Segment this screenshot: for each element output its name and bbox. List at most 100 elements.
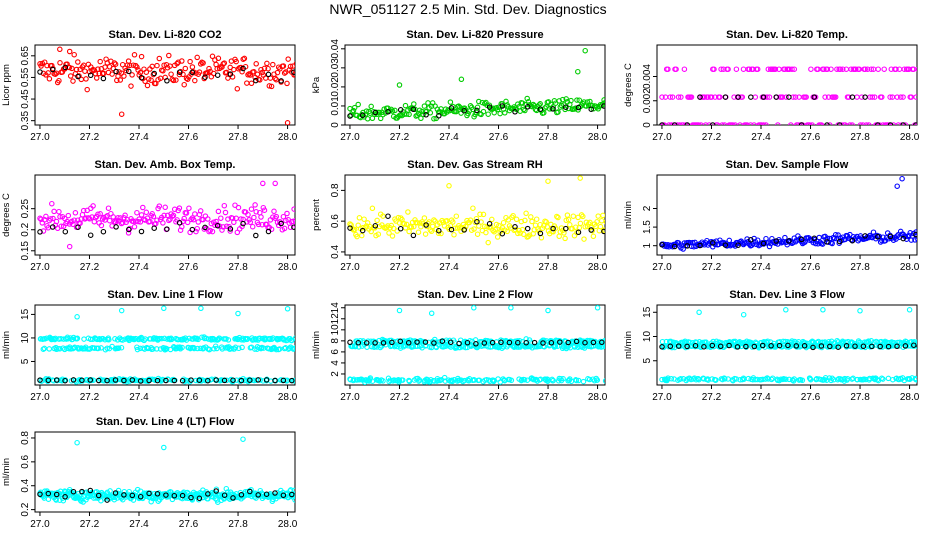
data-point <box>631 378 635 382</box>
data-point <box>719 219 723 223</box>
data-point <box>72 53 76 57</box>
data-point <box>663 210 667 214</box>
data-point <box>236 205 240 209</box>
data-point <box>743 224 747 228</box>
data-point <box>335 378 339 382</box>
data-point <box>448 66 452 70</box>
data-point <box>339 380 343 384</box>
data-point <box>759 87 763 91</box>
data-point <box>433 70 437 74</box>
data-point <box>720 220 724 224</box>
data-point <box>495 70 499 74</box>
data-point <box>842 78 846 82</box>
data-point <box>607 106 611 110</box>
data-point <box>927 123 931 127</box>
data-point <box>259 215 263 219</box>
data-point <box>508 77 512 81</box>
data-point <box>614 228 618 232</box>
data-point <box>635 345 639 349</box>
data-point <box>305 224 309 228</box>
data-point <box>311 57 315 61</box>
data-point <box>373 70 377 74</box>
data-point <box>630 377 634 381</box>
data-point <box>825 221 829 225</box>
data-point <box>694 224 698 228</box>
data-point <box>490 217 494 221</box>
data-point <box>120 308 124 312</box>
data-point <box>298 337 302 341</box>
data-point <box>526 226 530 230</box>
data-point <box>306 345 310 349</box>
data-point <box>320 377 324 381</box>
data-point <box>578 176 582 180</box>
data-point <box>195 55 199 59</box>
data-point <box>306 75 310 79</box>
data-point <box>812 229 816 233</box>
y-tick-label: 5 <box>642 358 653 364</box>
data-point <box>689 106 693 110</box>
data-point <box>689 221 693 225</box>
data-point <box>644 377 648 381</box>
x-tick-label: 27.2 <box>702 132 722 143</box>
data-point <box>836 80 840 84</box>
data-point <box>411 211 415 215</box>
data-point <box>314 63 318 67</box>
data-point <box>418 78 422 82</box>
data-point <box>285 81 289 85</box>
data-point <box>106 206 110 210</box>
data-point <box>297 76 301 80</box>
data-point <box>302 347 306 351</box>
data-point <box>302 336 306 340</box>
data-point <box>404 81 408 85</box>
data-point <box>188 59 192 63</box>
data-point <box>372 212 376 216</box>
data-point <box>796 216 800 220</box>
data-point <box>808 226 812 230</box>
x-tick-label: 27.2 <box>702 262 722 273</box>
data-point <box>405 60 409 64</box>
data-point <box>692 222 696 226</box>
data-point <box>615 219 619 223</box>
data-point <box>399 72 403 76</box>
data-point <box>507 205 511 209</box>
data-point <box>301 74 305 78</box>
data-point <box>800 226 804 230</box>
data-point <box>114 69 118 73</box>
y-tick-label: 2 <box>330 371 341 377</box>
data-point <box>321 209 325 213</box>
data-point <box>809 88 813 92</box>
y-tick-label: 4 <box>330 360 341 366</box>
data-point <box>63 230 67 234</box>
data-point <box>484 230 488 234</box>
data-point <box>837 89 841 93</box>
data-point <box>271 62 275 66</box>
data-point <box>532 202 536 206</box>
data-point <box>533 68 537 72</box>
data-point <box>666 100 670 104</box>
data-point <box>349 207 353 211</box>
data-point <box>744 100 748 104</box>
data-point <box>392 208 396 212</box>
data-point <box>681 224 685 228</box>
data-point <box>678 102 682 106</box>
data-point <box>453 72 457 76</box>
data-point <box>417 58 421 62</box>
data-point <box>666 222 670 226</box>
data-point <box>546 179 550 183</box>
data-point <box>816 223 820 227</box>
data-point <box>926 232 930 236</box>
data-point <box>463 213 467 217</box>
data-point <box>506 62 510 66</box>
data-point <box>416 73 420 77</box>
data-point <box>707 100 711 104</box>
data-point <box>318 378 322 382</box>
data-point <box>490 210 494 214</box>
data-point <box>805 101 809 105</box>
data-point <box>653 103 657 107</box>
data-point <box>162 306 166 310</box>
data-point <box>482 207 486 211</box>
data-point <box>728 100 732 104</box>
data-point <box>620 378 624 382</box>
data-point <box>546 308 550 312</box>
